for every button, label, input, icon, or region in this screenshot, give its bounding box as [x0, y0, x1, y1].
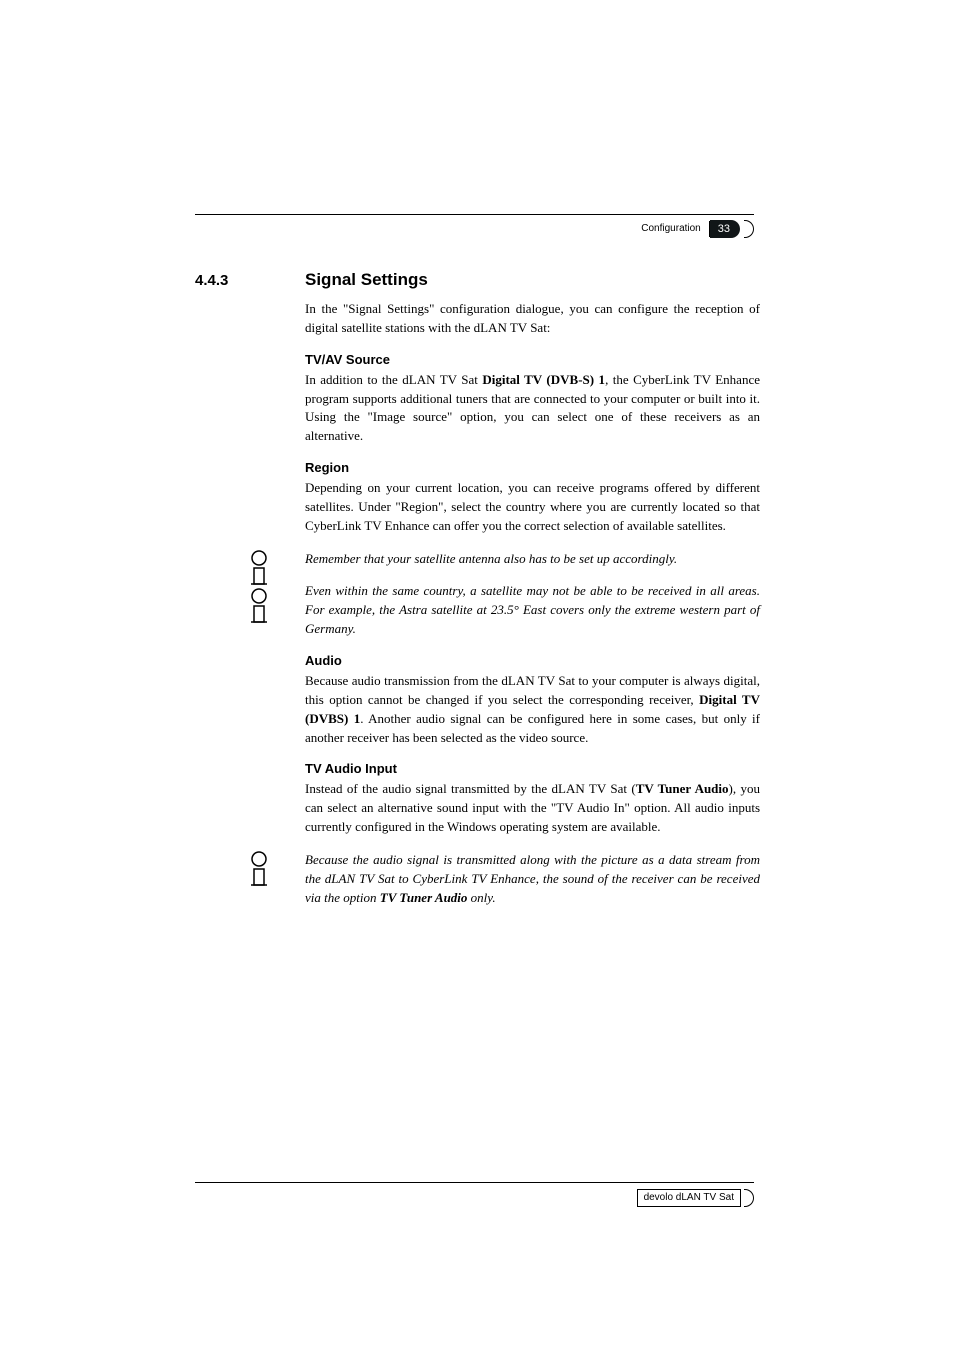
- running-footer: devolo dLAN TV Sat: [637, 1189, 754, 1207]
- info-icon-svg: [245, 851, 273, 887]
- info-icon: [245, 550, 273, 629]
- tvav-heading: TV/AV Source: [305, 352, 760, 367]
- audio-paragraph: Because audio transmission from the dLAN…: [305, 672, 760, 747]
- audio-post: . Another audio signal can be configured…: [305, 711, 760, 745]
- note2-post: only.: [467, 890, 495, 905]
- page-number-pill: 33: [710, 220, 740, 238]
- section-heading-row: 4.4.3 Signal Settings: [195, 270, 784, 290]
- tvav-bold: Digital TV (DVB-S) 1: [482, 372, 605, 387]
- info-icon: [245, 851, 273, 892]
- tvaudio-bold: TV Tuner Audio: [636, 781, 729, 796]
- footer-product-name: devolo dLAN TV Sat: [637, 1189, 741, 1207]
- header-section-label: Configuration: [641, 221, 709, 237]
- content-area: 4.4.3 Signal Settings In the "Signal Set…: [195, 270, 784, 907]
- tvaudio-paragraph: Instead of the audio signal transmitted …: [305, 780, 760, 837]
- body-column: In the "Signal Settings" configuration d…: [305, 300, 760, 907]
- section-number: 4.4.3: [195, 272, 305, 289]
- region-heading: Region: [305, 460, 760, 475]
- tvav-pre: In addition to the dLAN TV Sat: [305, 372, 482, 387]
- note2-pre: Because the audio signal is transmitted …: [305, 852, 760, 905]
- note-block-1: Remember that your satellite antenna als…: [305, 550, 760, 639]
- footer-rule: [195, 1182, 754, 1183]
- page: Configuration 33 4.4.3 Signal Settings I…: [0, 0, 954, 1351]
- audio-heading: Audio: [305, 653, 760, 668]
- running-header: Configuration 33: [641, 220, 754, 238]
- note2-bold: TV Tuner Audio: [380, 890, 468, 905]
- header-cap-decoration: [744, 220, 754, 238]
- header-rule: [195, 214, 754, 215]
- audio-pre: Because audio transmission from the dLAN…: [305, 673, 760, 707]
- tvav-paragraph: In addition to the dLAN TV Sat Digital T…: [305, 371, 760, 446]
- note1-line2: Even within the same country, a satellit…: [305, 582, 760, 639]
- note-block-2: Because the audio signal is transmitted …: [305, 851, 760, 908]
- tvaudio-pre: Instead of the audio signal transmitted …: [305, 781, 636, 796]
- section-title: Signal Settings: [305, 270, 428, 290]
- footer-cap-decoration: [744, 1189, 754, 1207]
- region-paragraph: Depending on your current location, you …: [305, 479, 760, 536]
- intro-paragraph: In the "Signal Settings" configuration d…: [305, 300, 760, 338]
- note2-paragraph: Because the audio signal is transmitted …: [305, 851, 760, 908]
- tvaudio-heading: TV Audio Input: [305, 761, 760, 776]
- note1-line1: Remember that your satellite antenna als…: [305, 550, 760, 569]
- info-icon-svg: [245, 550, 273, 624]
